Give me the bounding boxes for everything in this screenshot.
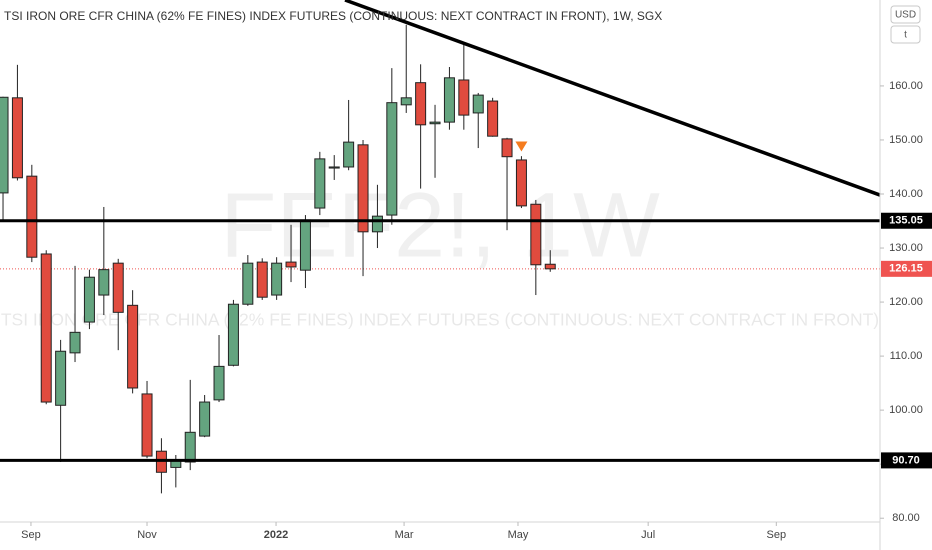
candle-body xyxy=(472,94,484,114)
candle-body xyxy=(40,253,52,403)
candle-body xyxy=(199,401,211,437)
y-tick-label: 80.00 xyxy=(892,512,920,524)
price-label-box xyxy=(881,212,932,229)
y-tick-label: 150.00 xyxy=(889,134,923,146)
price-label-box xyxy=(881,452,932,469)
last-price-label: 126.15 xyxy=(889,263,923,275)
candle-body xyxy=(0,96,9,194)
candle-body xyxy=(357,144,369,233)
candle-body xyxy=(55,350,67,406)
candle-body xyxy=(386,102,398,216)
scale-button[interactable]: USD xyxy=(890,5,921,24)
x-tick-label: 2022 xyxy=(264,529,288,541)
candle-body xyxy=(213,365,225,401)
candle-body xyxy=(271,262,283,296)
price-label: 135.05 xyxy=(889,215,923,227)
candle-body xyxy=(69,331,81,354)
candle-body xyxy=(429,121,441,125)
x-tick-label: Sep xyxy=(21,529,41,541)
candle-body xyxy=(501,138,513,158)
candle-body xyxy=(299,219,311,271)
y-tick-label: 130.00 xyxy=(889,242,923,254)
x-tick-label: Nov xyxy=(137,529,157,541)
candle-body xyxy=(127,304,139,389)
candle-body xyxy=(530,203,542,266)
price-label: 90.70 xyxy=(892,454,920,466)
scale-button[interactable]: t xyxy=(890,25,921,44)
x-tick-label: Mar xyxy=(395,529,414,541)
candle-body xyxy=(26,175,38,258)
signal-marker xyxy=(515,141,528,152)
candle-body xyxy=(458,79,470,116)
candle-body xyxy=(242,262,254,305)
candle-body xyxy=(227,303,239,366)
candle-body xyxy=(515,159,527,207)
last-price-box xyxy=(881,260,932,277)
y-tick-label: 140.00 xyxy=(889,188,923,200)
trend-line xyxy=(344,0,881,197)
candle-body xyxy=(141,393,153,457)
scale-button-label: USD xyxy=(895,10,916,21)
candle-body xyxy=(256,261,268,298)
scale-button-box xyxy=(890,25,921,44)
candle-body xyxy=(112,262,124,313)
x-tick-label: May xyxy=(508,529,529,541)
x-tick-label: Sep xyxy=(767,529,787,541)
candle-body xyxy=(184,431,196,463)
candle-body xyxy=(83,276,95,323)
chart-title: TSI IRON ORE CFR CHINA (62% FE FINES) IN… xyxy=(4,9,662,23)
y-tick-label: 120.00 xyxy=(889,296,923,308)
candle-body xyxy=(487,100,499,137)
candle-body xyxy=(314,158,326,209)
x-tick-label: Jul xyxy=(641,529,655,541)
candle-body xyxy=(443,77,455,123)
y-tick-label: 160.00 xyxy=(889,80,923,92)
y-tick-label: 100.00 xyxy=(889,404,923,416)
candle-body xyxy=(328,166,340,169)
candle-body xyxy=(400,97,412,106)
watermark: FEF2!, 1W xyxy=(220,174,660,276)
candle-body xyxy=(415,82,427,126)
y-tick-label: 110.00 xyxy=(890,350,923,362)
candle-body xyxy=(544,263,556,270)
candle-body xyxy=(285,261,297,268)
candle-body xyxy=(11,97,23,179)
candle-body xyxy=(343,141,355,168)
watermark-subtitle: TSI IRON ORE CFR CHINA (62% FE FINES) IN… xyxy=(1,310,879,330)
candle-body xyxy=(98,269,110,296)
scale-button-box xyxy=(890,5,921,24)
scale-button-label: t xyxy=(904,30,907,41)
candle-body xyxy=(371,215,383,233)
